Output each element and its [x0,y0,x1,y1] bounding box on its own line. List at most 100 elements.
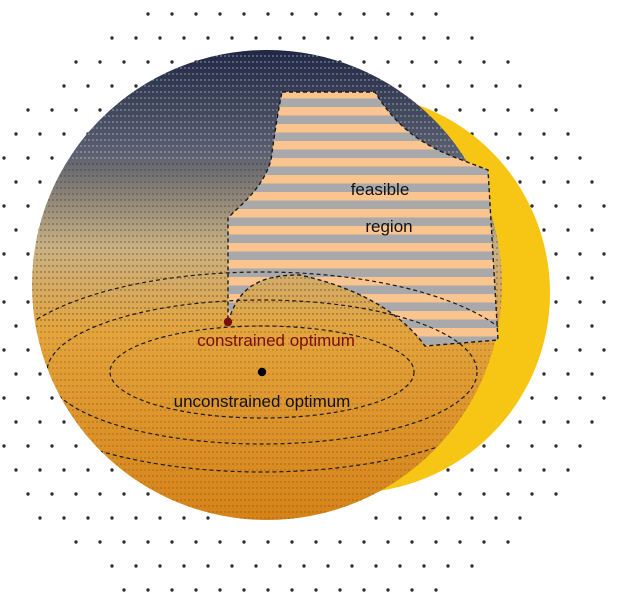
background-dot [14,372,18,376]
background-dot [494,516,498,520]
background-dot [62,420,66,424]
background-dot [554,156,558,160]
background-dot [110,516,114,520]
feasible-stripe [228,243,498,252]
background-dot [158,36,162,40]
background-dot [422,564,426,568]
background-dot [38,468,42,472]
background-dot [398,516,402,520]
background-dot [242,12,246,16]
background-dot [14,324,18,328]
background-dot [578,348,582,352]
feasible-stripe [228,260,498,269]
background-dot [434,12,438,16]
background-dot [566,324,570,328]
background-dot [470,468,474,472]
background-dot [26,300,30,304]
unconstrained-optimum-point [257,367,267,377]
background-dot [26,348,30,352]
background-dot [578,300,582,304]
background-dot [146,492,150,496]
background-dot [446,84,450,88]
background-dot [302,564,306,568]
background-dot [410,12,414,16]
background-dot [554,108,558,112]
feasible-stripe [228,209,498,218]
background-dot [506,540,510,544]
feasible-stripe [228,149,498,158]
background-dot [434,108,438,112]
feasible-stripe [228,107,498,116]
background-dot [146,540,150,544]
background-dot [566,372,570,376]
background-dot [566,228,570,232]
background-dot [410,540,414,544]
background-dot [98,492,102,496]
background-dot [122,492,126,496]
background-dot [62,516,66,520]
background-dot [566,468,570,472]
background-dot [398,36,402,40]
background-dot [494,132,498,136]
background-dot [14,228,18,232]
background-dot [446,564,450,568]
background-dot [362,12,366,16]
background-dot [482,444,486,448]
background-dot [482,492,486,496]
background-dot [14,276,18,280]
background-dot [2,204,6,208]
background-dot [290,12,294,16]
background-dot [374,564,378,568]
feasible-stripe [228,98,498,107]
background-dot [362,588,366,592]
background-dot [170,60,174,64]
background-dot [506,492,510,496]
background-dot [206,36,210,40]
background-dot [230,36,234,40]
background-dot [590,276,594,280]
background-dot [170,12,174,16]
background-dot [542,372,546,376]
background-dot [314,588,318,592]
background-dot [386,588,390,592]
background-dot [230,564,234,568]
background-dot [482,540,486,544]
background-dot [554,396,558,400]
background-dot [566,132,570,136]
background-dot [602,300,606,304]
feasible-stripe [228,251,498,260]
background-dot [266,12,270,16]
background-dot [494,468,498,472]
background-dot [374,36,378,40]
background-dot [314,12,318,16]
feasible-stripe [228,92,498,99]
background-dot [530,204,534,208]
background-dot [386,540,390,544]
background-dot [470,516,474,520]
feasible-stripe [228,277,498,286]
background-dot [398,84,402,88]
background-dot [530,492,534,496]
background-dot [470,564,474,568]
background-dot [2,348,6,352]
background-dot [542,132,546,136]
background-dot [26,396,30,400]
background-dot [410,588,414,592]
background-dot [326,36,330,40]
background-dot [2,300,6,304]
background-dot [554,252,558,256]
background-dot [530,396,534,400]
background-dot [386,12,390,16]
background-dot [50,396,54,400]
background-dot [554,204,558,208]
background-dot [158,516,162,520]
background-dot [290,588,294,592]
background-dot [554,300,558,304]
background-dot [458,492,462,496]
background-dot [218,12,222,16]
background-dot [446,468,450,472]
background-dot [98,108,102,112]
background-dot [458,60,462,64]
background-dot [182,36,186,40]
